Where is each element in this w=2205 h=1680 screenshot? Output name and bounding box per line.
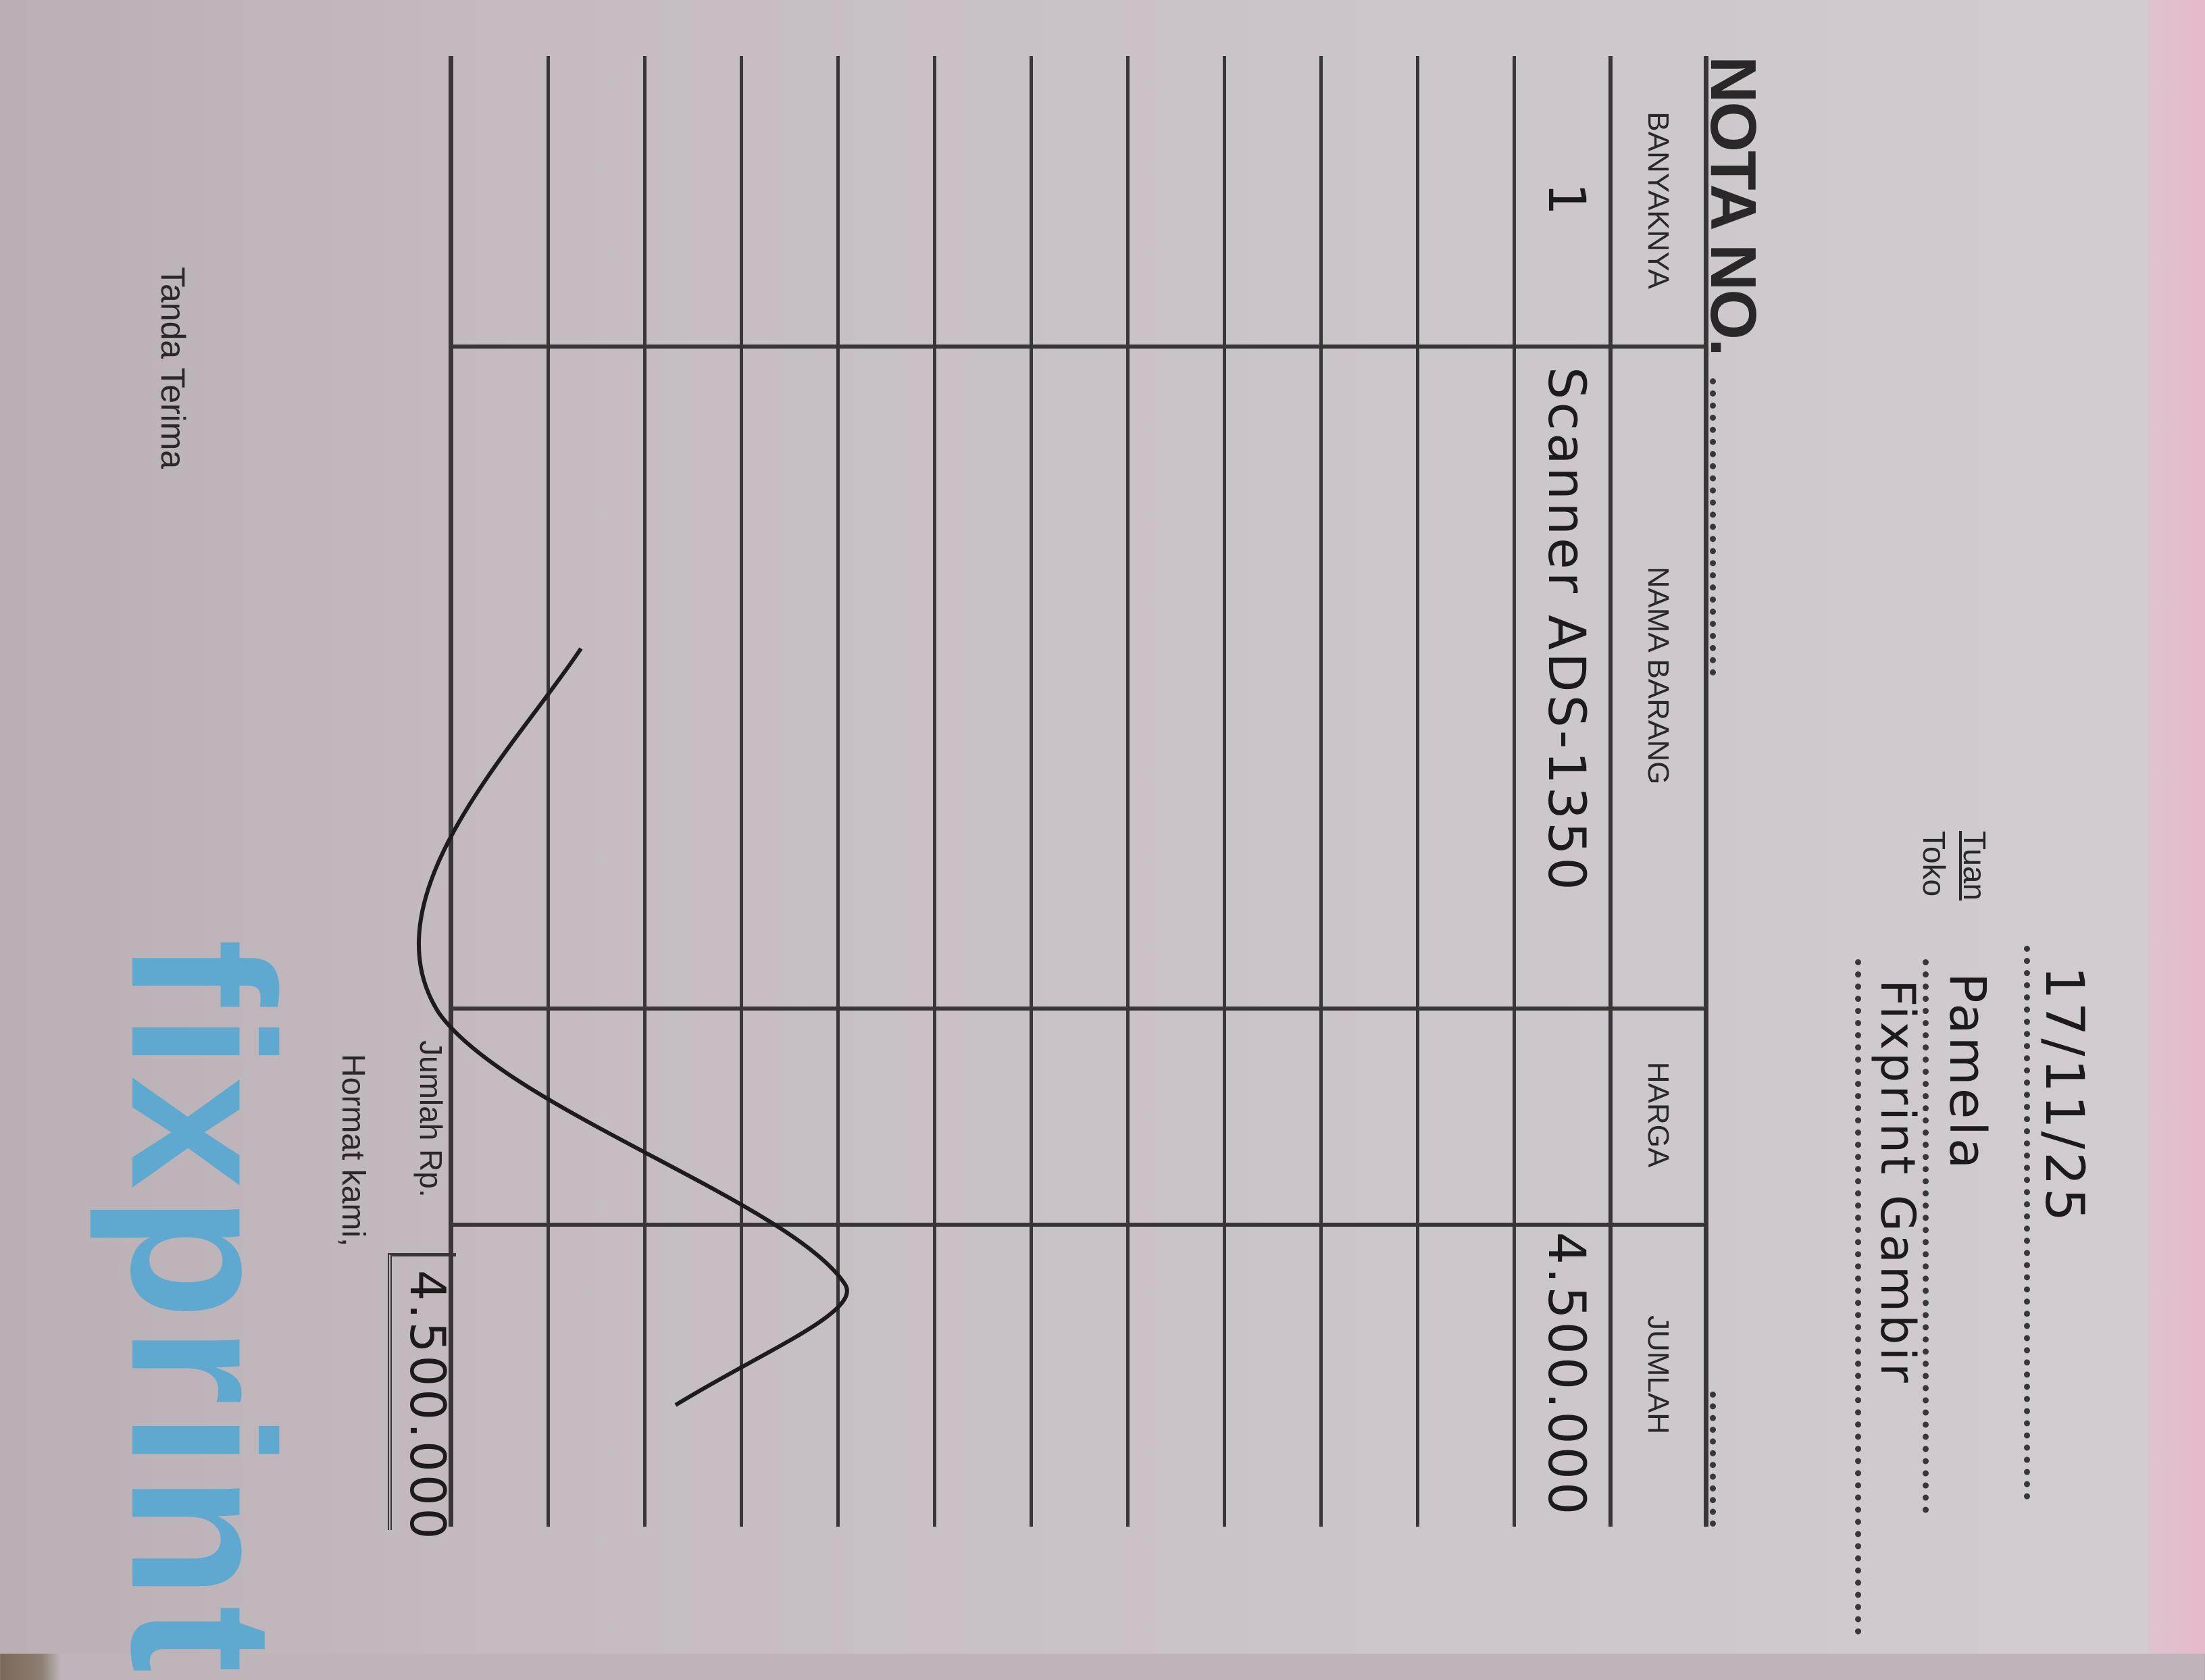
receipt-paper: Tuan Toko 17/11/25 Pamela Fixprint Gambi… [0,0,2148,1680]
signature-stroke [416,647,849,1407]
fixprint-logo: fixprint [89,939,316,1680]
receiver-label: Tanda Terima [154,267,192,469]
signature [416,647,849,1407]
closing-text: Hormat kami, [335,1054,371,1247]
